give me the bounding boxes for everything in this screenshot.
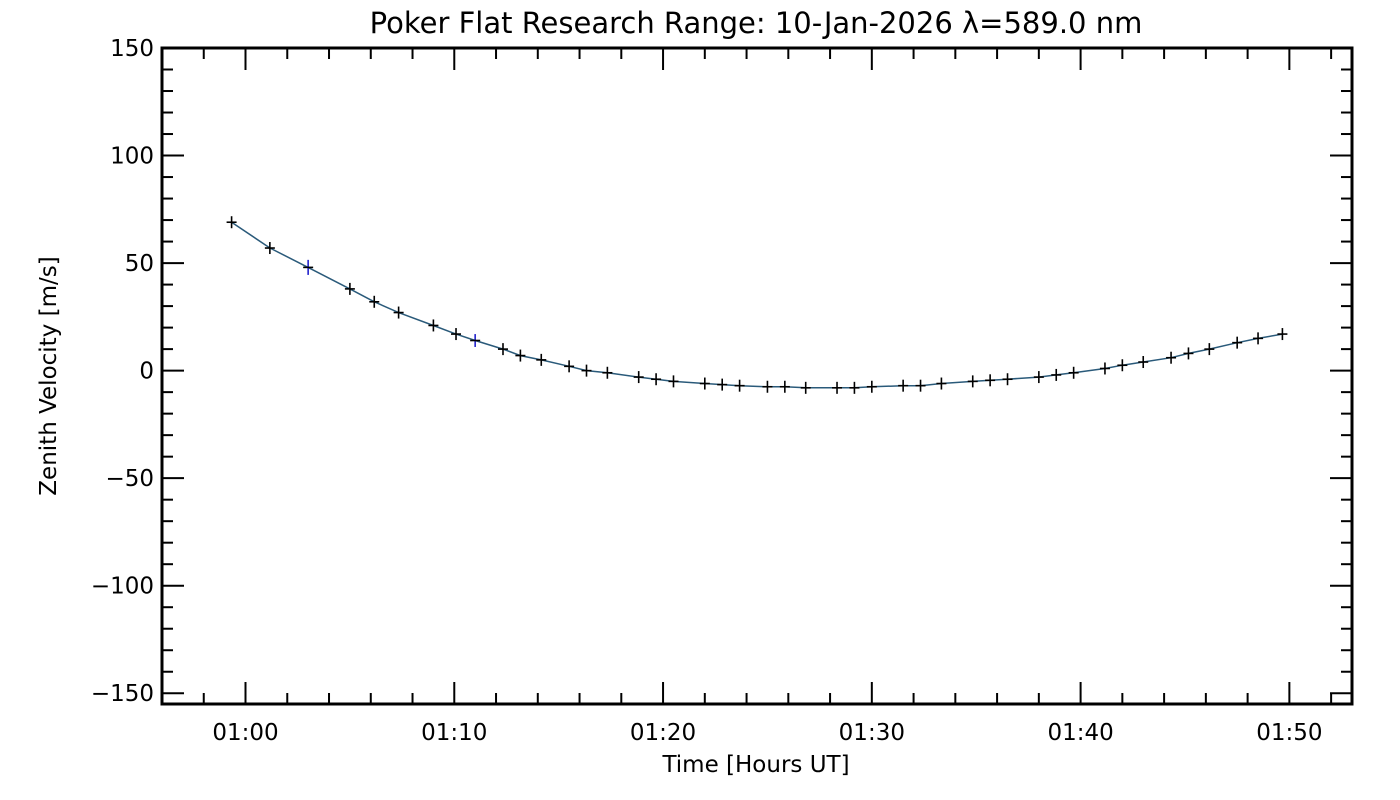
y-tick-label: −100 [91, 574, 154, 600]
y-tick-label: 150 [110, 36, 154, 62]
y-tick-label: 0 [139, 359, 154, 385]
y-tick-label: 50 [125, 251, 154, 277]
x-tick-label: 01:30 [839, 720, 905, 746]
data-points [226, 216, 1288, 394]
plot-frame [160, 46, 1354, 706]
x-tick-label: 01:40 [1047, 720, 1113, 746]
y-tick-label: −50 [105, 466, 154, 492]
x-tick-label: 01:20 [630, 720, 696, 746]
y-tick-label: 100 [110, 144, 154, 170]
y-tick-label: −150 [91, 681, 154, 707]
x-axis-label: Time [Hours UT] [661, 752, 849, 778]
chart-title: Poker Flat Research Range: 10-Jan-2026 λ… [370, 6, 1143, 40]
y-axis-label: Zenith Velocity [m/s] [36, 256, 62, 495]
x-tick-label: 01:00 [212, 720, 278, 746]
x-tick-label: 01:10 [421, 720, 487, 746]
tick-labels: 150 100 50 0 −50 −100 −150 01:00 01:10 01:20 01:30… [91, 36, 1323, 746]
x-tick-label: 01:50 [1256, 720, 1322, 746]
axis-ticks [161, 47, 1352, 704]
fit-curve [231, 221, 1283, 389]
